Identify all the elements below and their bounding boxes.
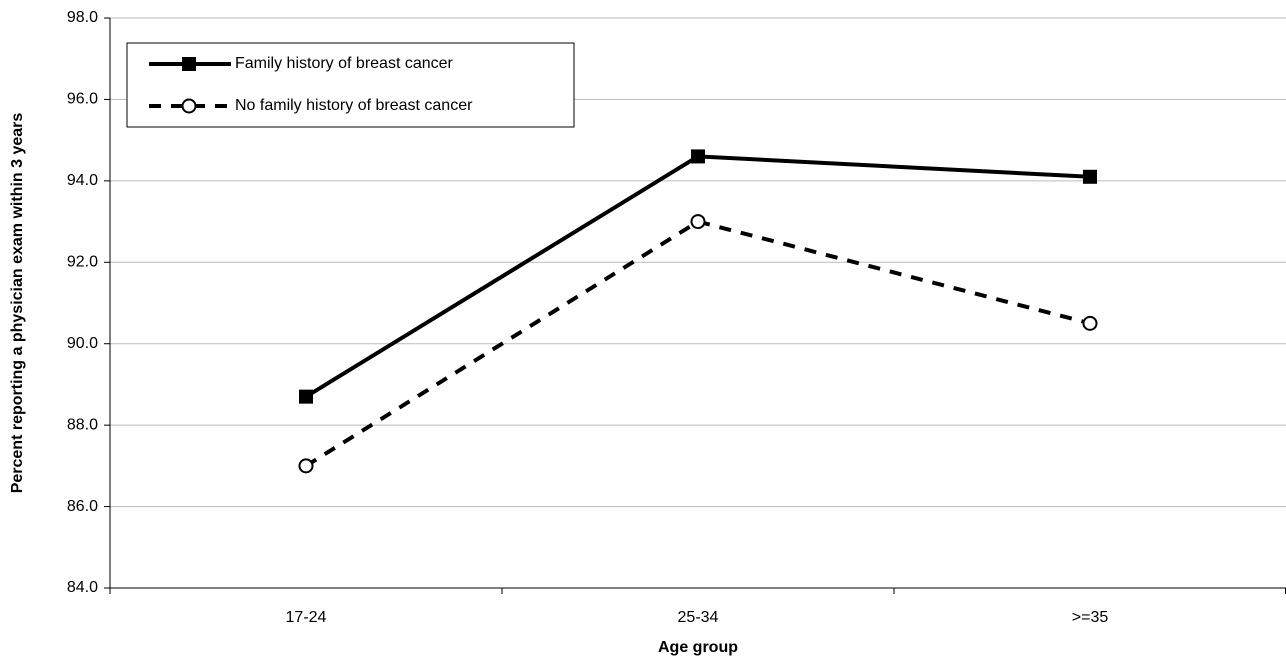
x-axis-title: Age group	[658, 639, 738, 656]
marker	[691, 149, 705, 164]
y-axis-title: Percent reporting a physician exam withi…	[9, 113, 26, 494]
y-tick-label: 96.0	[67, 91, 98, 108]
y-tick-label: 94.0	[67, 172, 98, 189]
series-line	[304, 219, 1091, 468]
marker	[1082, 315, 1098, 331]
x-tick-label: 25-34	[678, 609, 719, 626]
x-tick-label: 17-24	[286, 609, 327, 626]
y-tick-label: 90.0	[67, 335, 98, 352]
x-tick-label: >=35	[1072, 609, 1109, 626]
legend-label: No family history of breast cancer	[235, 97, 473, 114]
marker	[690, 214, 706, 230]
legend-marker	[182, 57, 196, 71]
y-tick-label: 88.0	[67, 416, 98, 433]
y-tick-label: 98.0	[67, 9, 98, 26]
legend-label: Family history of breast cancer	[235, 55, 454, 72]
marker	[299, 389, 313, 404]
y-tick-label: 92.0	[67, 254, 98, 271]
marker	[1083, 169, 1097, 184]
marker	[298, 458, 314, 474]
legend-marker	[181, 98, 197, 114]
y-tick-label: 86.0	[67, 498, 98, 515]
legend-box	[126, 42, 575, 128]
series-line	[304, 154, 1091, 399]
y-tick-label: 84.0	[67, 579, 98, 596]
